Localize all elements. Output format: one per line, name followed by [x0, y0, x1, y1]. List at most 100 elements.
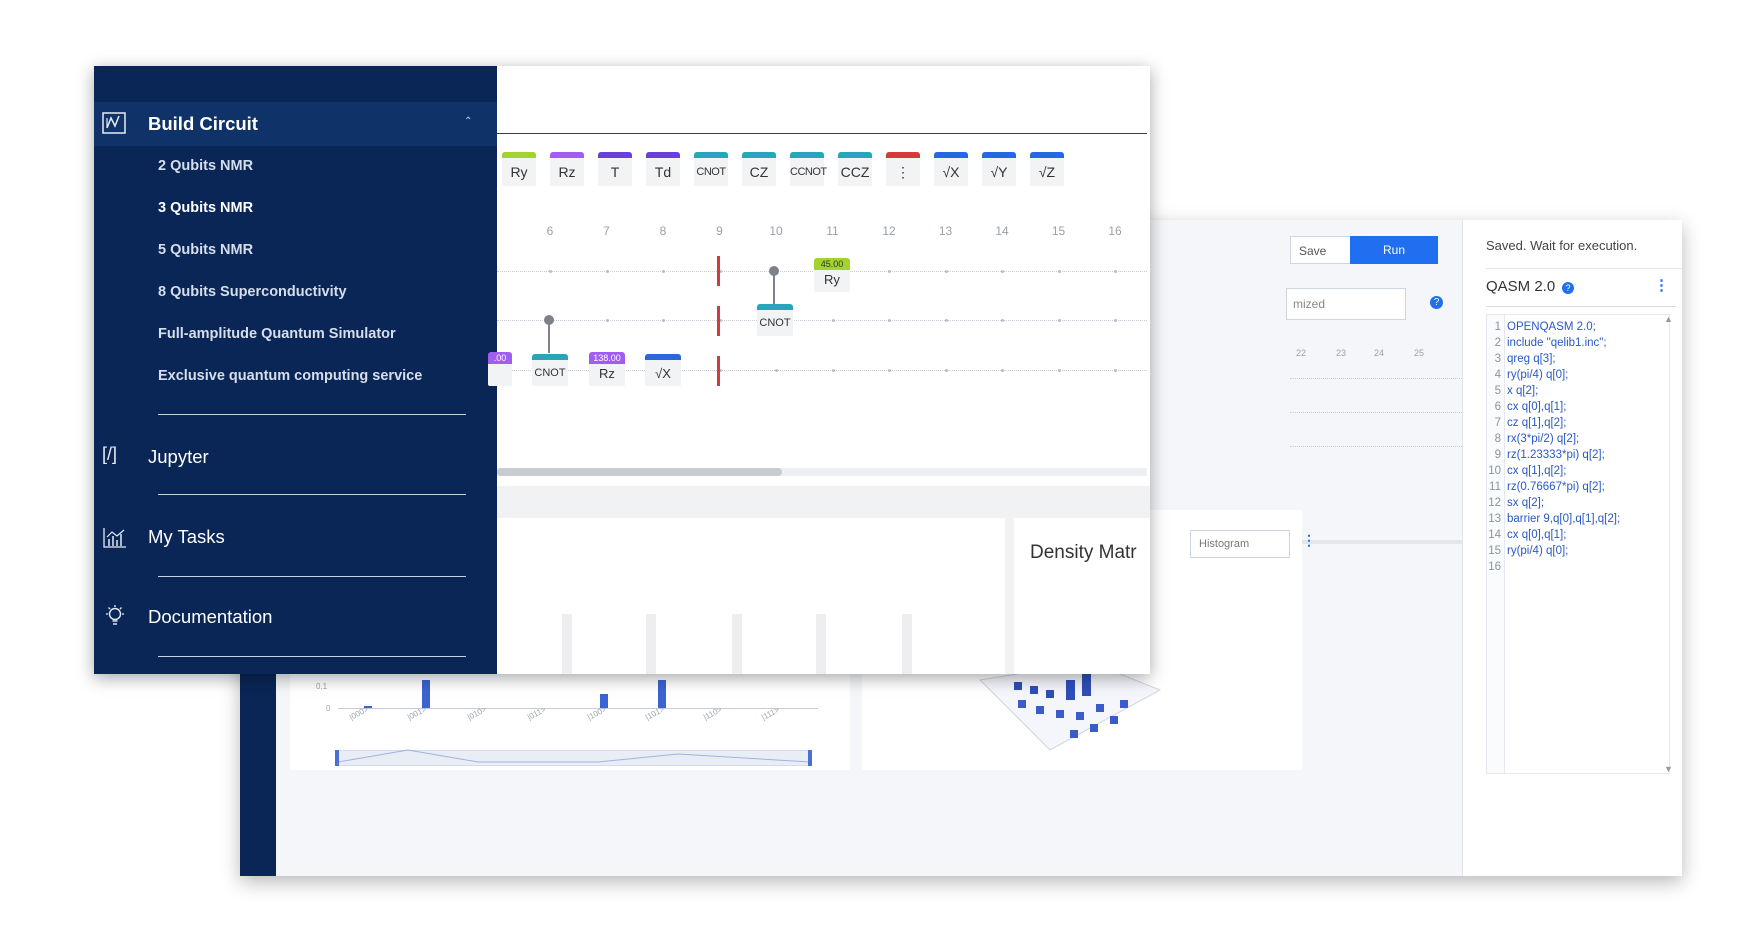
wire-slot[interactable] — [944, 270, 948, 273]
sidebar-divider — [158, 494, 466, 495]
line-number: 1 — [1494, 321, 1501, 333]
barrier-q1[interactable] — [717, 306, 720, 336]
wire-slot[interactable] — [888, 369, 891, 372]
wire-slot[interactable] — [718, 319, 722, 322]
sidebar-item-5-qubits-nmr[interactable]: 5 Qubits NMR — [158, 242, 254, 258]
palette-gate[interactable]: Rz — [550, 152, 584, 186]
palette-gate[interactable]: √X — [934, 152, 968, 186]
qasm-code-editor[interactable]: 1 OPENQASM 2.0; 2 include "qelib1.inc"; 3 qre… — [1486, 314, 1670, 774]
scrollbar-thumb[interactable] — [497, 468, 782, 476]
line-number: 14 — [1488, 529, 1501, 541]
wire-slot[interactable] — [1001, 319, 1004, 322]
gate-label: CCZ — [840, 164, 870, 180]
run-button[interactable]: Run — [1350, 236, 1438, 264]
sidebar-item-jupyter[interactable]: Jupyter — [148, 446, 209, 467]
column-number: 25 — [1414, 348, 1425, 358]
scroll-up-icon[interactable]: ▲ — [1664, 314, 1673, 324]
sidebar-item-documentation[interactable]: Documentation — [148, 606, 273, 627]
wire-slot[interactable] — [718, 369, 722, 372]
wire-slot[interactable] — [1114, 270, 1117, 273]
sidebar-item-my-tasks[interactable]: My Tasks — [148, 526, 225, 547]
sidebar-item-build-circuit[interactable] — [94, 102, 497, 146]
gate-cap — [982, 152, 1016, 158]
line-number-gutter — [1487, 315, 1505, 773]
control-dot[interactable] — [769, 266, 779, 276]
wire-slot[interactable] — [1057, 369, 1061, 372]
placed-gate-sqrt-x[interactable]: √X — [645, 354, 681, 386]
wire-slot[interactable] — [718, 270, 722, 273]
code-line: 2 include "qelib1.inc"; — [1487, 335, 1669, 351]
horizontal-scrollbar[interactable] — [497, 468, 1147, 476]
info-icon[interactable]: ? — [1562, 282, 1574, 294]
line-number: 15 — [1488, 545, 1501, 557]
placed-gate-cnot[interactable]: CNOT — [757, 304, 793, 336]
code-text: ry(pi/4) q[0]; — [1507, 545, 1569, 557]
chart-type-select[interactable]: Histogram — [1190, 530, 1290, 558]
wire-slot[interactable] — [775, 369, 778, 372]
placed-gate-partial[interactable]: .00 — [488, 352, 512, 386]
wire-slot[interactable] — [1114, 369, 1117, 372]
palette-gate[interactable]: CCNOT — [790, 152, 827, 186]
gate-cap — [790, 152, 824, 158]
barrier-q0[interactable] — [717, 256, 720, 286]
wire-slot[interactable] — [1001, 270, 1004, 273]
sidebar-item-exclusive-service[interactable]: Exclusive quantum computing service — [158, 368, 423, 384]
sidebar: Build Circuit ⌃ 2 Qubits NMR 3 Qubits NM… — [94, 66, 497, 674]
wire-slot[interactable] — [605, 270, 609, 273]
horizontal-scrollbar[interactable] — [1290, 540, 1490, 544]
gate-param: 138.00 — [589, 352, 625, 364]
wire-slot[interactable] — [1114, 319, 1117, 322]
palette-gate[interactable]: CNOT — [694, 152, 728, 186]
gate-label: CCNOT — [790, 166, 827, 178]
palette-gate[interactable]: ⋮ — [886, 152, 920, 186]
palette-gate[interactable]: CCZ — [838, 152, 872, 186]
palette-gate[interactable]: CZ — [742, 152, 776, 186]
wire-slot[interactable] — [831, 369, 835, 372]
qasm-options-icon[interactable]: ⋮ — [1654, 277, 1669, 294]
wire-slot[interactable] — [1057, 319, 1061, 322]
palette-gate[interactable]: Ry — [502, 152, 536, 186]
wire-slot[interactable] — [888, 270, 891, 273]
placed-gate-ry[interactable]: 45.00 Ry — [814, 258, 850, 292]
histogram-bar — [658, 680, 666, 708]
sidebar-item-3-qubits-nmr[interactable]: 3 Qubits NMR — [158, 200, 254, 216]
wire-slot[interactable] — [944, 369, 948, 372]
wire-slot[interactable] — [662, 319, 665, 322]
chart-options-icon[interactable]: ⋮ — [1302, 532, 1316, 548]
palette-gate[interactable]: T — [598, 152, 632, 186]
optimization-select[interactable]: mized — [1286, 288, 1406, 320]
wire-slot[interactable] — [662, 270, 665, 273]
code-line: 9 rz(1.23333*pi) q[2]; — [1487, 447, 1669, 463]
scroll-down-icon[interactable]: ▼ — [1664, 764, 1673, 774]
placed-gate-cnot[interactable]: CNOT — [532, 354, 568, 386]
palette-gate[interactable]: √Y — [982, 152, 1016, 186]
control-dot[interactable] — [544, 315, 554, 325]
sidebar-item-full-amplitude-simulator[interactable]: Full-amplitude Quantum Simulator — [158, 326, 396, 342]
slider-handle-right[interactable] — [808, 750, 812, 766]
code-text: x q[2]; — [1507, 385, 1539, 397]
sidebar-item-8-qubits-superconductivity[interactable]: 8 Qubits Superconductivity — [158, 284, 347, 300]
code-text: ry(pi/4) q[0]; — [1507, 369, 1569, 381]
chevron-up-icon[interactable]: ⌃ — [464, 116, 473, 127]
placed-gate-rz[interactable]: 138.00 Rz — [589, 352, 625, 386]
status-message: Saved. Wait for execution. — [1486, 238, 1638, 253]
code-text: barrier 9,q[0],q[1],q[2]; — [1507, 513, 1621, 525]
code-brackets-icon: [/] — [102, 444, 118, 464]
slider-handle-left[interactable] — [335, 750, 339, 766]
wire-slot[interactable] — [1057, 270, 1061, 273]
barrier-q2[interactable] — [717, 356, 720, 386]
histogram-bar — [422, 680, 430, 708]
palette-gate[interactable]: √Z — [1030, 152, 1064, 186]
wire-slot[interactable] — [888, 319, 891, 322]
wire-slot[interactable] — [944, 319, 948, 322]
qubit-wire — [1290, 412, 1490, 413]
column-number: 7 — [603, 224, 610, 238]
code-lines: 1 OPENQASM 2.0; 2 include "qelib1.inc"; 3 qre… — [1487, 319, 1669, 575]
wire-slot[interactable] — [1001, 369, 1004, 372]
sidebar-item-2-qubits-nmr[interactable]: 2 Qubits NMR — [158, 158, 254, 174]
wire-slot[interactable] — [831, 319, 835, 322]
wire-slot[interactable] — [549, 270, 552, 273]
help-icon[interactable]: ? — [1430, 296, 1443, 309]
wire-slot[interactable] — [605, 319, 609, 322]
palette-gate[interactable]: Td — [646, 152, 680, 186]
